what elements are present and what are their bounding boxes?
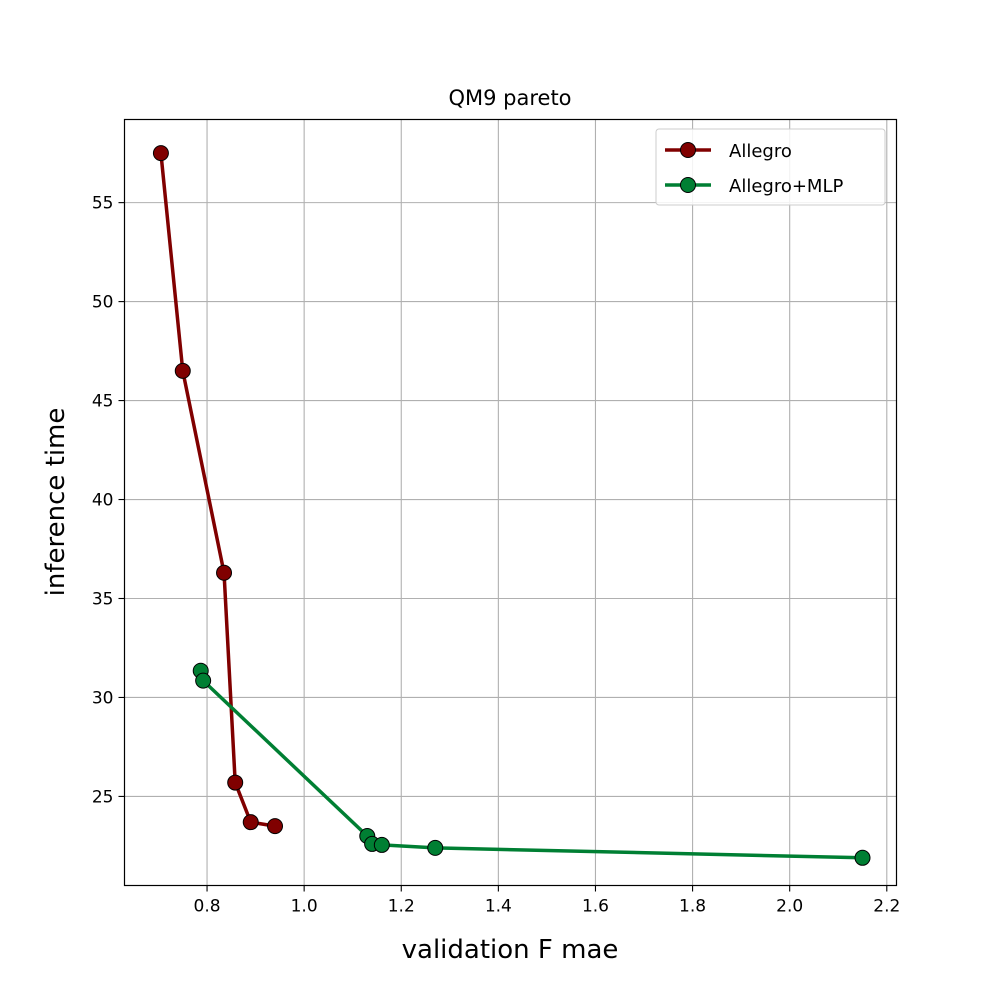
data-point-allegro xyxy=(152,145,169,162)
x-tick-label: 1.6 xyxy=(582,897,609,917)
y-tick-label: 30 xyxy=(92,688,114,708)
data-point-allegro-mlp xyxy=(373,836,390,853)
legend-marker-allegro-mlp xyxy=(680,177,696,193)
data-point-allegro-mlp xyxy=(427,839,444,856)
x-tick-label: 2.0 xyxy=(776,897,803,917)
legend-marker-allegro xyxy=(680,142,696,158)
x-tick-label: 2.2 xyxy=(873,897,900,917)
data-point-allegro-mlp xyxy=(195,672,212,689)
legend-label-allegro: Allegro xyxy=(729,141,792,162)
plot-frame xyxy=(123,118,898,887)
x-axis-ticks: 0.8 1.0 1.2 1.4 1.6 1.8 2.0 2.2 xyxy=(194,885,900,917)
y-tick-label: 40 xyxy=(92,491,114,511)
x-tick-label: 1.4 xyxy=(485,897,512,917)
legend-box xyxy=(655,128,886,206)
y-axis-title: inference time xyxy=(41,408,71,597)
chart-title: QM9 pareto xyxy=(448,86,571,110)
y-tick-label: 25 xyxy=(92,787,114,807)
x-tick-label: 1.0 xyxy=(291,897,318,917)
data-point-allegro xyxy=(216,564,233,581)
x-tick-label: 0.8 xyxy=(194,897,221,917)
y-axis-ticks: 25 30 35 40 45 50 55 xyxy=(92,194,125,807)
legend-label-allegro-mlp: Allegro+MLP xyxy=(729,176,843,197)
x-tick-label: 1.8 xyxy=(679,897,706,917)
y-tick-label: 50 xyxy=(92,293,114,313)
data-point-allegro xyxy=(242,814,259,831)
y-tick-label: 45 xyxy=(92,392,114,412)
y-tick-label: 55 xyxy=(92,194,114,214)
data-point-allegro-mlp xyxy=(854,849,871,866)
series-layer xyxy=(152,145,871,866)
grid xyxy=(124,119,897,886)
x-tick-label: 1.2 xyxy=(388,897,415,917)
data-point-allegro xyxy=(174,362,191,379)
data-point-allegro xyxy=(267,818,284,835)
data-point-allegro xyxy=(227,774,244,791)
x-axis-title: validation F mae xyxy=(402,935,619,965)
legend: Allegro Allegro+MLP xyxy=(655,128,886,206)
y-tick-label: 35 xyxy=(92,589,114,609)
